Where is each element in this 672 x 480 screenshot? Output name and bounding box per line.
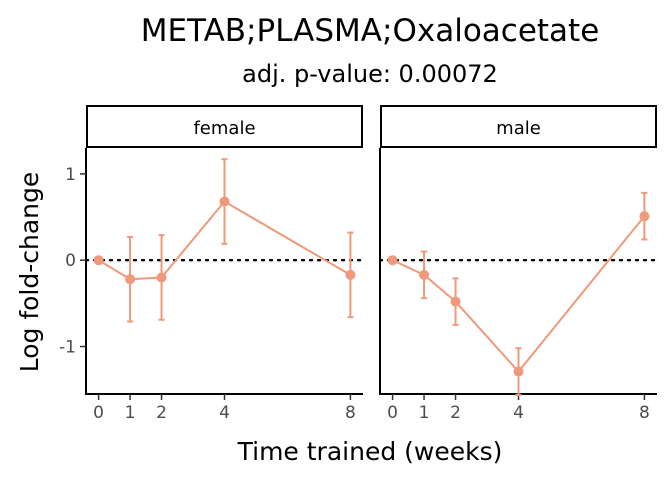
data-point xyxy=(387,255,398,266)
data-point xyxy=(513,366,524,377)
chart-title: METAB;PLASMA;Oxaloacetate xyxy=(141,13,600,49)
x-tick-label: 8 xyxy=(345,403,356,423)
x-tick-label: 4 xyxy=(513,403,524,423)
data-point xyxy=(419,269,430,280)
data-point xyxy=(639,211,650,222)
x-tick-label: 4 xyxy=(219,403,230,423)
y-tick-label: 1 xyxy=(65,165,76,185)
x-tick-label: 2 xyxy=(450,403,461,423)
data-point xyxy=(93,255,104,266)
data-point xyxy=(345,269,356,280)
x-tick-label: 1 xyxy=(125,403,136,423)
data-point xyxy=(125,274,136,285)
facet-strip-label: female xyxy=(193,118,255,139)
facet-strip xyxy=(86,105,363,148)
x-tick-label: 2 xyxy=(156,403,167,423)
panel-male: male 0 1 2 4 8 xyxy=(378,105,659,423)
facet-strip xyxy=(380,105,657,148)
y-tick-label: -1 xyxy=(59,338,76,358)
chart-subtitle: adj. p-value: 0.00072 xyxy=(242,60,498,88)
data-point xyxy=(219,196,230,207)
y-axis-label: Log fold-change xyxy=(15,172,44,373)
x-tick-label: 8 xyxy=(639,403,650,423)
x-tick-label: 1 xyxy=(419,403,430,423)
y-tick-label: 0 xyxy=(65,251,76,271)
facet-strip-label: male xyxy=(496,118,541,139)
x-tick-label: 0 xyxy=(93,403,104,423)
x-axis-label: Time trained (weeks) xyxy=(237,437,503,466)
data-point xyxy=(450,296,461,307)
data-point xyxy=(156,272,167,283)
x-tick-label: 0 xyxy=(387,403,398,423)
